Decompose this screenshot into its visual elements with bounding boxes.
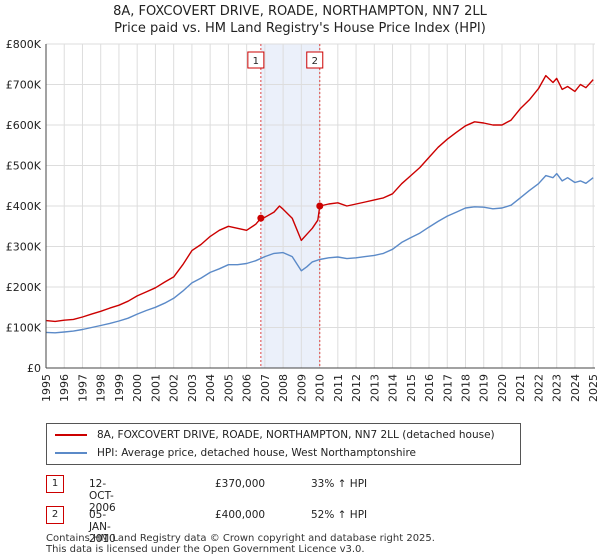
transaction-date: 05-JAN-2010 — [89, 509, 116, 545]
x-tick-label: 2008 — [277, 374, 290, 402]
transaction-date: 12-OCT-2006 — [89, 478, 116, 514]
sale-point — [257, 214, 265, 222]
x-tick-label: 2023 — [551, 374, 564, 402]
transaction-number: 1 — [46, 475, 64, 493]
y-tick-label: £700K — [6, 79, 42, 92]
sale-marker-box — [247, 51, 265, 69]
y-tick-label: £400K — [6, 200, 42, 213]
transaction-hpi: 33% ↑ HPI — [311, 478, 368, 490]
x-tick-label: 1998 — [95, 374, 108, 402]
x-tick-label: 2015 — [405, 374, 418, 402]
y-tick-label: £600K — [6, 119, 42, 132]
x-tick-label: 2022 — [532, 374, 545, 402]
legend-label-hpi: HPI: Average price, detached house, West… — [97, 447, 416, 459]
x-tick-label: 2003 — [186, 374, 199, 402]
x-tick-label: 2010 — [314, 374, 327, 402]
chart-title: 8A, FOXCOVERT DRIVE, ROADE, NORTHAMPTON,… — [113, 4, 487, 19]
x-tick-label: 2017 — [441, 374, 454, 402]
x-tick-label: 2007 — [259, 374, 272, 402]
y-tick-label: £300K — [6, 241, 42, 254]
transaction-price: £370,000 — [215, 478, 266, 490]
x-tick-label: 2012 — [350, 374, 363, 402]
x-tick-label: 1997 — [76, 374, 89, 402]
x-tick-label: 2019 — [478, 374, 491, 402]
chart-subtitle: Price paid vs. HM Land Registry's House … — [114, 21, 486, 36]
x-tick-label: 2016 — [423, 374, 436, 402]
series-line — [45, 74, 594, 323]
x-tick-label: 2005 — [222, 374, 235, 402]
x-tick-label: 1999 — [113, 374, 126, 402]
legend-swatch-property — [55, 434, 87, 436]
transaction-number: 2 — [46, 506, 64, 524]
x-tick-label: 2006 — [241, 374, 254, 402]
x-tick-label: 2013 — [368, 374, 381, 402]
x-tick-label: 2021 — [514, 374, 527, 402]
x-tick-label: 1996 — [58, 374, 71, 402]
x-tick-label: 2011 — [332, 374, 345, 402]
x-tick-label: 2020 — [496, 374, 509, 402]
transaction-price: £400,000 — [215, 509, 266, 521]
y-tick-label: £100K — [6, 322, 42, 335]
y-tick-label: £0 — [27, 362, 41, 375]
y-tick-label: £800K — [6, 38, 42, 51]
y-tick-label: £200K — [6, 281, 42, 294]
x-tick-label: 2009 — [295, 374, 308, 402]
x-tick-label: 2004 — [204, 374, 217, 402]
transaction-hpi: 52% ↑ HPI — [311, 509, 368, 521]
legend: 8A, FOXCOVERT DRIVE, ROADE, NORTHAMPTON,… — [46, 423, 521, 465]
price-chart: 1 2 £0 £100K £200K £300K £400K £500K £600K £700K £… — [6, 38, 600, 402]
footer-copyright: Contains HM Land Registry data © Crown c… — [46, 533, 435, 544]
x-tick-label: 2000 — [131, 374, 144, 402]
footer-licence: This data is licensed under the Open Gov… — [46, 544, 365, 555]
x-tick-label: 1995 — [40, 374, 53, 402]
sale-point — [316, 202, 324, 210]
x-tick-label: 2024 — [569, 374, 582, 402]
x-tick-label: 2018 — [460, 374, 473, 402]
sale-marker-label: 1 — [253, 56, 259, 67]
x-tick-label: 2025 — [587, 374, 600, 402]
legend-label-property: 8A, FOXCOVERT DRIVE, ROADE, NORTHAMPTON,… — [97, 429, 495, 441]
sale-marker-label: 2 — [312, 56, 318, 67]
x-tick-label: 2014 — [387, 374, 400, 402]
y-tick-label: £500K — [6, 160, 42, 173]
legend-swatch-hpi — [55, 452, 87, 454]
legend-item-property: 8A, FOXCOVERT DRIVE, ROADE, NORTHAMPTON,… — [55, 426, 495, 444]
legend-item-hpi: HPI: Average price, detached house, West… — [55, 444, 416, 462]
series-line — [45, 172, 594, 334]
x-tick-label: 2001 — [149, 374, 162, 402]
sale-marker-box — [306, 51, 324, 69]
x-tick-label: 2002 — [168, 374, 181, 402]
